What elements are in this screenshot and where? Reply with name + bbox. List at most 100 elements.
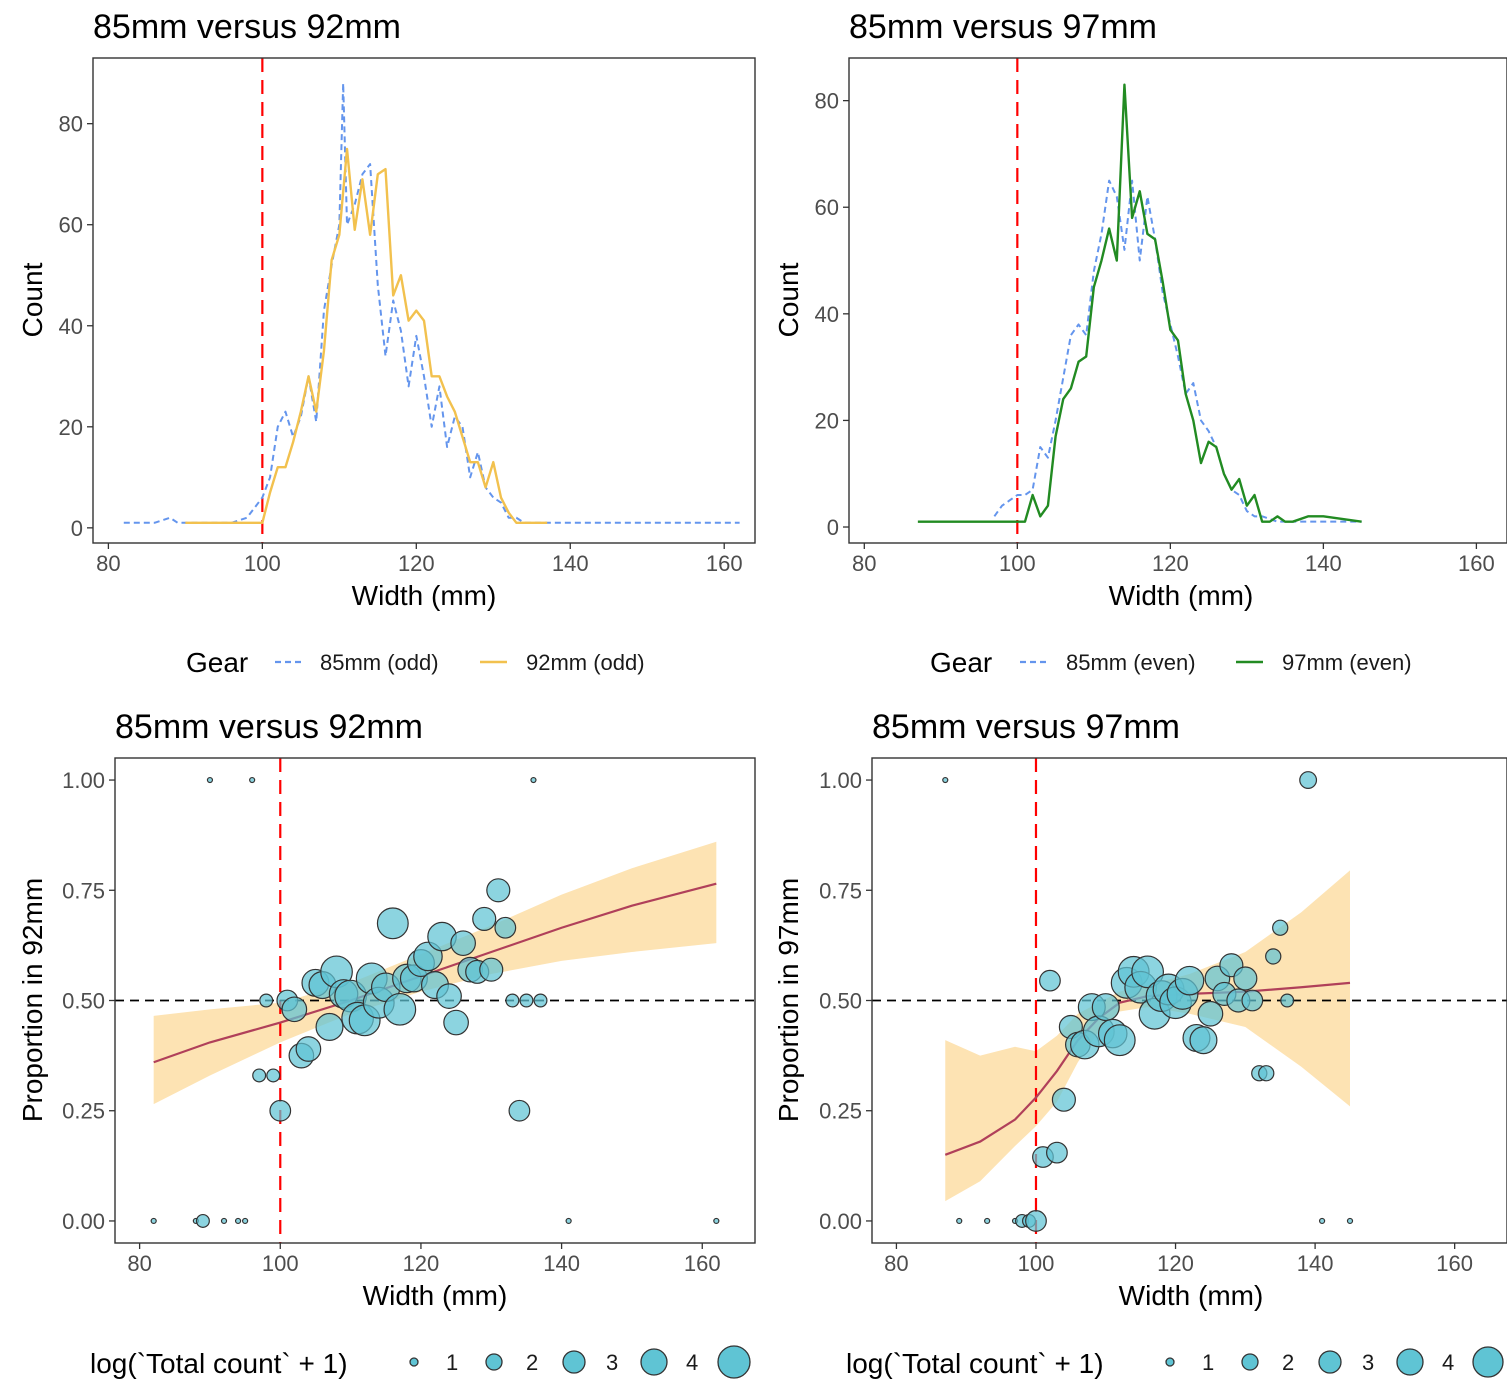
data-point [295,1036,322,1062]
data-point [508,1099,531,1122]
legend-size-label-2: 2 [1282,1350,1294,1375]
y-tick-label: 0 [827,515,839,540]
plot-border [871,757,1507,1244]
legend-size-key-5 [717,1345,751,1379]
legend-size-label-2: 2 [526,1350,538,1375]
data-point [195,1213,210,1228]
x-tick-label: 160 [706,551,743,576]
plot-border [92,57,756,544]
legend-size-key-3 [1318,1350,1342,1374]
panel-count-92: 85mm versus 92mm 80 100 120 140 160020406080… [17,8,756,678]
data-point [486,878,511,903]
data-point [1051,1087,1076,1112]
plot-area: 80 100 120 140 160 0 20 40 60 80 [59,57,756,576]
data-point [1131,955,1164,989]
data-point [206,776,214,784]
y-axis-title: Proportion in 92mm [17,878,48,1122]
legend-title: Gear [930,647,992,678]
data-point [252,1068,267,1083]
panel-proportion-92: 85mm versus 92mm 80 100 120 140 160 0.00 0.25 0… [17,708,756,1379]
data-point [150,1217,157,1225]
y-tick-label: 40 [815,302,839,327]
legend-size-key-4 [1396,1348,1424,1376]
y-tick-label: 40 [59,314,83,339]
legend-size-key-2 [1241,1353,1259,1371]
plot-marks [872,758,1507,1243]
y-tick-label: 0.00 [819,1209,862,1234]
x-tick-label: 100 [262,1251,299,1276]
y-tick-label: 60 [59,213,83,238]
data-point [1039,969,1061,992]
data-point [242,1217,249,1225]
legend-size-label-1: 1 [1202,1350,1214,1375]
data-point [383,992,417,1026]
series-line-97mm-even- [917,83,1362,523]
plot-area: 80 100 120 140 160 0.00 0.25 0.50 0.75 1.00 [62,757,756,1276]
data-point [533,993,548,1008]
y-tick-label: 0.75 [819,878,862,903]
data-point [234,1217,242,1225]
x-axis-title: Width (mm) [1109,580,1254,611]
data-point [1299,771,1318,789]
data-point [443,1009,469,1036]
data-point [530,776,537,784]
data-point [1272,919,1289,936]
data-point [315,1012,344,1041]
data-point [1318,1217,1326,1225]
legend-size-label-4: 4 [686,1350,698,1375]
x-tick-label: 120 [1152,551,1189,576]
data-point [1046,1141,1068,1164]
y-tick-label: 80 [815,89,839,114]
data-point [1174,965,1205,996]
legend: Gear 85mm (even) 97mm (even) [930,647,1412,678]
chart-title: 85mm versus 92mm [115,708,423,746]
data-point [472,906,497,932]
data-point [376,907,409,940]
y-tick-label: 0.50 [819,989,862,1014]
x-tick-label: 140 [543,1251,580,1276]
legend-size-label-3: 3 [606,1350,618,1375]
data-point [505,993,520,1008]
y-tick-label: 20 [815,408,839,433]
panel-count-97: 85mm versus 97mm 80 100 120 140 160020406080… [773,8,1507,678]
data-point [956,1217,963,1225]
chart-title: 85mm versus 92mm [93,8,401,46]
data-point [1189,1026,1218,1055]
x-tick-label: 160 [1458,551,1495,576]
plot-border [114,757,756,1244]
series-line-85mm-odd- [123,82,740,524]
x-tick-label: 100 [244,551,281,576]
data-point [259,993,274,1008]
data-point [494,916,517,939]
data-point [269,1099,292,1122]
legend: log(`Total count` + 1) 1 2 3 4 [846,1346,1504,1379]
legend-size-label-4: 4 [1442,1350,1454,1375]
y-tick-label: 0.50 [62,989,105,1014]
legend-title: log(`Total count` + 1) [846,1348,1104,1379]
confidence-band [945,870,1350,1202]
x-tick-label: 80 [127,1251,151,1276]
x-axis-title: Width (mm) [1119,1280,1264,1311]
data-point [220,1217,228,1225]
x-tick-label: 80 [884,1251,908,1276]
x-tick-label: 120 [398,551,435,576]
x-tick-label: 80 [96,551,120,576]
x-axis-title: Width (mm) [363,1280,508,1311]
data-point [1241,989,1264,1012]
panel-proportion-97: 85mm versus 97mm 80 100 120 140 160 0.00 0.25 0… [773,708,1507,1379]
data-point [1233,966,1258,991]
plot-marks [917,58,1362,543]
legend-size-key-3 [562,1350,586,1374]
data-point [1346,1217,1354,1225]
data-point [984,1217,991,1225]
y-axis-title: Count [773,262,804,337]
y-tick-label: 0.00 [62,1209,105,1234]
data-point [249,776,256,784]
plot-border [848,57,1507,544]
legend-size-key-5 [1472,1346,1504,1378]
x-tick-label: 120 [403,1251,440,1276]
y-tick-label: 0 [71,516,83,541]
x-tick-label: 100 [999,551,1036,576]
plot-marks [115,758,755,1243]
legend-size-key-1 [409,1357,419,1367]
